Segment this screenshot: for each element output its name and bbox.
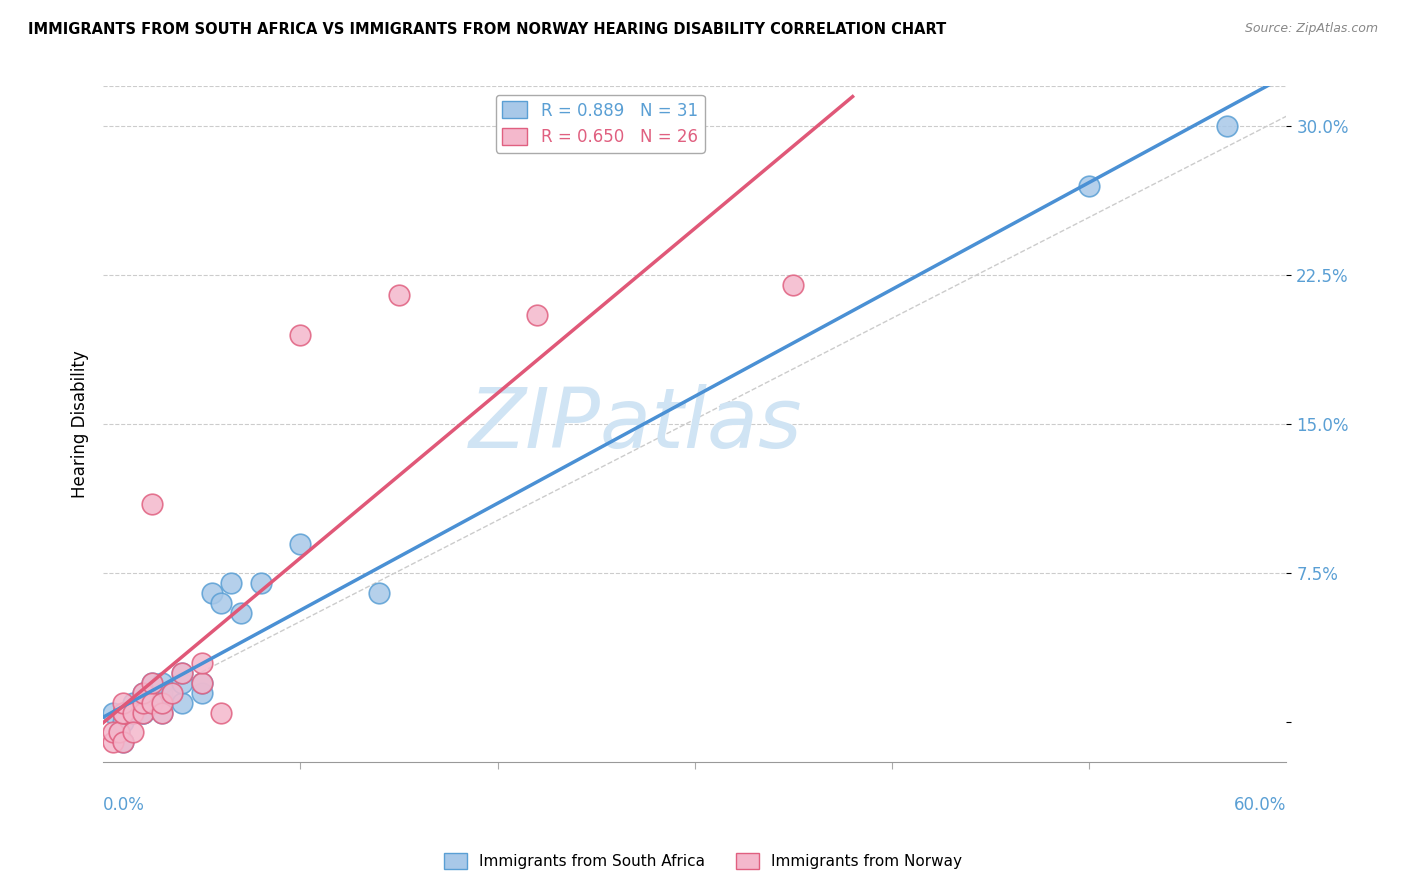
Text: ZIPatlas: ZIPatlas: [468, 384, 803, 465]
Point: [160, 686, 183, 700]
Point: [250, 576, 273, 591]
Point: [1216, 119, 1239, 133]
Text: IMMIGRANTS FROM SOUTH AFRICA VS IMMIGRANTS FROM NORWAY HEARING DISABILITY CORREL: IMMIGRANTS FROM SOUTH AFRICA VS IMMIGRAN…: [28, 22, 946, 37]
Point: [141, 696, 163, 710]
Point: [170, 665, 193, 680]
Point: [108, 725, 131, 739]
Point: [211, 596, 233, 610]
Point: [190, 686, 212, 700]
Point: [131, 706, 153, 720]
Point: [108, 725, 131, 739]
Point: [121, 725, 143, 739]
Point: [141, 497, 163, 511]
Point: [211, 706, 233, 720]
Text: 0.0%: 0.0%: [103, 796, 145, 814]
Point: [111, 706, 134, 720]
Point: [170, 675, 193, 690]
Point: [131, 686, 153, 700]
Point: [131, 696, 153, 710]
Point: [111, 735, 134, 749]
Point: [150, 675, 173, 690]
Point: [141, 675, 163, 690]
Point: [221, 576, 243, 591]
Point: [190, 675, 212, 690]
Point: [170, 696, 193, 710]
Point: [170, 665, 193, 680]
Point: [290, 536, 312, 550]
Point: [1078, 178, 1101, 193]
Point: [131, 706, 153, 720]
Point: [111, 706, 134, 720]
Point: [111, 715, 134, 730]
Point: [231, 606, 253, 620]
Point: [101, 735, 124, 749]
Text: 60.0%: 60.0%: [1234, 796, 1286, 814]
Point: [121, 696, 143, 710]
Point: [141, 675, 163, 690]
Point: [200, 586, 222, 600]
Point: [290, 327, 312, 342]
Legend: R = 0.889   N = 31, R = 0.650   N = 26: R = 0.889 N = 31, R = 0.650 N = 26: [496, 95, 704, 153]
Point: [111, 696, 134, 710]
Point: [131, 696, 153, 710]
Point: [141, 696, 163, 710]
Point: [150, 696, 173, 710]
Y-axis label: Hearing Disability: Hearing Disability: [72, 351, 89, 498]
Point: [150, 706, 173, 720]
Point: [121, 706, 143, 720]
Point: [190, 675, 212, 690]
Point: [101, 725, 124, 739]
Legend: Immigrants from South Africa, Immigrants from Norway: Immigrants from South Africa, Immigrants…: [439, 847, 967, 875]
Point: [160, 686, 183, 700]
Point: [150, 706, 173, 720]
Point: [150, 696, 173, 710]
Point: [526, 308, 548, 322]
Point: [368, 586, 391, 600]
Point: [101, 706, 124, 720]
Point: [121, 706, 143, 720]
Point: [782, 278, 804, 293]
Point: [111, 735, 134, 749]
Point: [150, 686, 173, 700]
Point: [131, 706, 153, 720]
Point: [388, 288, 411, 302]
Point: [131, 686, 153, 700]
Text: Source: ZipAtlas.com: Source: ZipAtlas.com: [1244, 22, 1378, 36]
Point: [190, 656, 212, 670]
